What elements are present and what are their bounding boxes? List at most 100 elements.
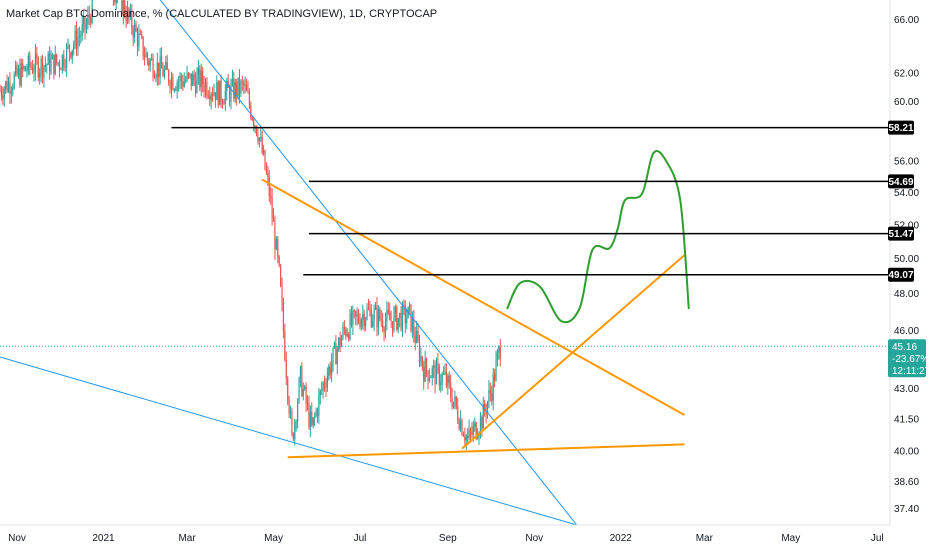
candle-body xyxy=(258,137,260,142)
candle-body xyxy=(34,53,37,72)
price-level-tag xyxy=(888,267,914,282)
candle-body xyxy=(421,356,423,367)
candle-body xyxy=(294,421,296,440)
candle-body xyxy=(418,340,421,362)
candle-body xyxy=(484,403,486,411)
candle-body xyxy=(152,58,154,77)
y-tick-label: 52.00 xyxy=(894,220,919,231)
candle-body xyxy=(491,393,493,402)
candle-body xyxy=(63,55,65,67)
candle-body xyxy=(68,44,71,53)
candle-body xyxy=(410,304,412,332)
candle-body xyxy=(284,331,286,360)
candle-body xyxy=(50,59,52,73)
candle-body xyxy=(134,24,136,38)
candle-body xyxy=(185,80,187,82)
candle-body xyxy=(78,36,80,38)
candle-body xyxy=(450,383,452,398)
candle-body xyxy=(355,311,357,316)
candle-body xyxy=(342,327,344,338)
y-tick-label: 66.00 xyxy=(894,15,919,26)
candle-body xyxy=(148,60,150,66)
candle-body xyxy=(70,52,72,58)
candle-body xyxy=(135,24,137,32)
candle-body xyxy=(227,81,229,88)
candle-body xyxy=(73,44,75,50)
candle-body xyxy=(346,334,348,337)
candle-body xyxy=(486,401,489,414)
candle-body xyxy=(244,85,246,87)
candle-body xyxy=(176,82,178,91)
y-tick-label: 38.60 xyxy=(894,477,919,488)
candle-body xyxy=(228,87,231,102)
y-tick-label: 48.00 xyxy=(894,289,919,300)
candle-body xyxy=(85,24,88,30)
candle-body xyxy=(136,31,139,47)
candle-body xyxy=(315,410,317,416)
candle-body xyxy=(331,363,333,375)
candle-body xyxy=(394,307,396,313)
candle-body xyxy=(340,337,343,347)
candle-body xyxy=(264,150,266,170)
candle-body xyxy=(435,362,438,385)
price-level-label: 54.69 xyxy=(888,177,913,188)
candle-body xyxy=(226,81,228,92)
candle-body xyxy=(88,14,90,18)
candle-body xyxy=(438,366,440,386)
candle-body xyxy=(376,306,378,328)
candle-body xyxy=(23,66,25,70)
candle-body xyxy=(238,77,241,94)
candle-body xyxy=(437,362,439,367)
candle-body xyxy=(318,395,320,417)
candle-body xyxy=(496,352,499,361)
candle-body xyxy=(362,313,364,320)
candle-body xyxy=(413,318,415,336)
candle-body xyxy=(6,81,8,92)
candle-body xyxy=(211,94,214,96)
candle-body xyxy=(474,422,476,427)
candle-body xyxy=(67,44,69,47)
last-price-tag xyxy=(888,339,926,378)
candle-body xyxy=(433,365,435,369)
y-tick-label: 62.00 xyxy=(894,69,919,80)
candle-body xyxy=(131,9,133,30)
candle-body xyxy=(306,403,309,405)
candle-body xyxy=(309,411,311,427)
candle-body xyxy=(270,196,272,198)
blue-trendline xyxy=(0,356,577,526)
candle-body xyxy=(462,434,465,437)
y-tick-label: 40.00 xyxy=(894,446,919,457)
candle-body xyxy=(333,343,336,348)
candle-body xyxy=(326,375,328,388)
price-levels-layer xyxy=(171,126,890,276)
candle-body xyxy=(175,89,177,91)
y-tick-label: 46.00 xyxy=(894,326,919,337)
candle-body xyxy=(471,432,473,435)
candle-body xyxy=(182,81,184,87)
candle-body xyxy=(47,53,49,65)
candle-body xyxy=(321,389,323,391)
candle-body xyxy=(233,78,235,99)
candle-body xyxy=(357,314,360,322)
candle-body xyxy=(383,328,385,333)
candle-body xyxy=(424,358,426,382)
candle-body xyxy=(125,15,127,22)
candle-body xyxy=(352,310,354,325)
candle-body xyxy=(416,330,418,343)
candle-body xyxy=(160,56,163,69)
orange-trendline xyxy=(287,443,685,459)
candle-body xyxy=(396,307,398,330)
candle-body xyxy=(90,17,92,23)
candle-body xyxy=(417,330,419,341)
candle-body xyxy=(465,435,467,441)
candle-body xyxy=(291,411,293,434)
candle-body xyxy=(391,321,394,331)
candle-body xyxy=(189,73,191,75)
candle-body xyxy=(499,346,501,359)
candle-body xyxy=(401,304,404,330)
candle-body xyxy=(214,92,217,101)
candle-body xyxy=(253,119,255,127)
candle-body xyxy=(192,74,194,86)
